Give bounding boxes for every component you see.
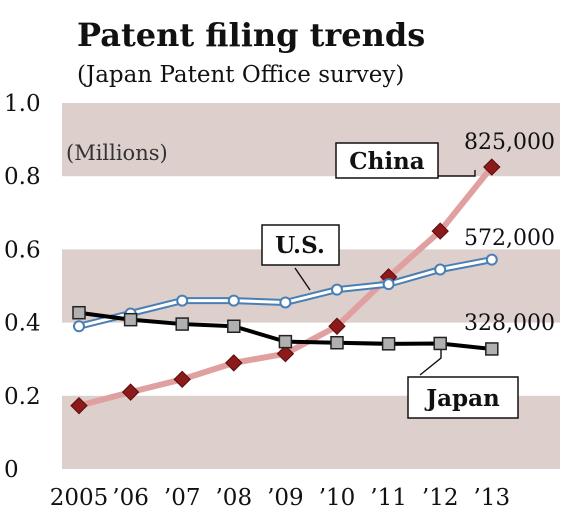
chart-subtitle: (Japan Patent Office survey) — [77, 62, 404, 88]
china-end-label: 825,000 — [464, 130, 555, 155]
japan-data-point — [433, 336, 447, 351]
japan-end-label: 328,000 — [464, 311, 555, 336]
japan-data-point — [278, 334, 293, 349]
y-tick-label: 0 — [4, 457, 19, 483]
japan-data-point — [227, 319, 241, 334]
china-data-point — [328, 317, 346, 335]
us-data-point — [331, 283, 343, 296]
japan-data-point — [485, 342, 499, 356]
x-tick-label: ’08 — [216, 485, 253, 511]
us-data-point — [382, 278, 395, 291]
y-tick-label: 0.6 — [4, 237, 41, 263]
y-tick-label: 1.0 — [4, 91, 41, 117]
us-data-point — [434, 263, 447, 276]
china-data-point — [431, 222, 449, 240]
china-data-point — [173, 370, 191, 389]
x-tick-label: ’12 — [422, 485, 459, 511]
y-tick-label: 0.8 — [4, 164, 41, 190]
y-tick-label: 0.2 — [4, 384, 41, 410]
unit-label: (Millions) — [66, 141, 168, 165]
china-series-label: China — [349, 148, 424, 175]
us-data-point — [73, 320, 85, 333]
japan-callout: Japan — [407, 350, 519, 419]
us-data-point — [279, 296, 292, 309]
china-data-point — [276, 345, 295, 363]
x-tick-label: ’07 — [164, 485, 201, 511]
us-callout: U.S. — [261, 224, 340, 291]
china-data-point — [483, 158, 501, 176]
x-tick-label: ’09 — [267, 485, 304, 511]
japan-data-point — [381, 337, 396, 351]
x-tick-label: 2005 — [50, 485, 109, 511]
series-markers — [70, 158, 501, 415]
us-series-label: U.S. — [275, 232, 325, 259]
chart-title: Patent filing trends — [77, 16, 425, 54]
us-data-point — [176, 294, 189, 307]
us-data-point — [485, 253, 498, 266]
x-tick-label: ’10 — [319, 485, 356, 511]
japan-data-point — [72, 305, 86, 320]
japan-data-point — [175, 317, 189, 331]
x-tick-label: ’13 — [474, 485, 511, 511]
japan-data-point — [330, 335, 344, 350]
china-callout: China — [335, 142, 476, 179]
x-tick-label: ’06 — [112, 485, 149, 511]
x-axis-ticks: 2005’06 ’07 ’08 ’09 ’10 ’11 ’12 ’13 — [50, 485, 510, 511]
china-data-point — [70, 396, 88, 415]
y-tick-label: 0.4 — [4, 311, 41, 337]
y-axis-ticks: 0 0.2 0.4 0.6 0.8 1.0 — [4, 91, 41, 483]
china-data-point — [225, 354, 243, 372]
x-tick-label: ’11 — [370, 485, 407, 511]
us-end-label: 572,000 — [464, 226, 555, 251]
japan-series-label: Japan — [424, 385, 500, 412]
china-data-point — [121, 383, 140, 401]
grid-band — [62, 103, 560, 177]
japan-data-point — [123, 312, 138, 327]
us-data-point — [227, 294, 240, 307]
